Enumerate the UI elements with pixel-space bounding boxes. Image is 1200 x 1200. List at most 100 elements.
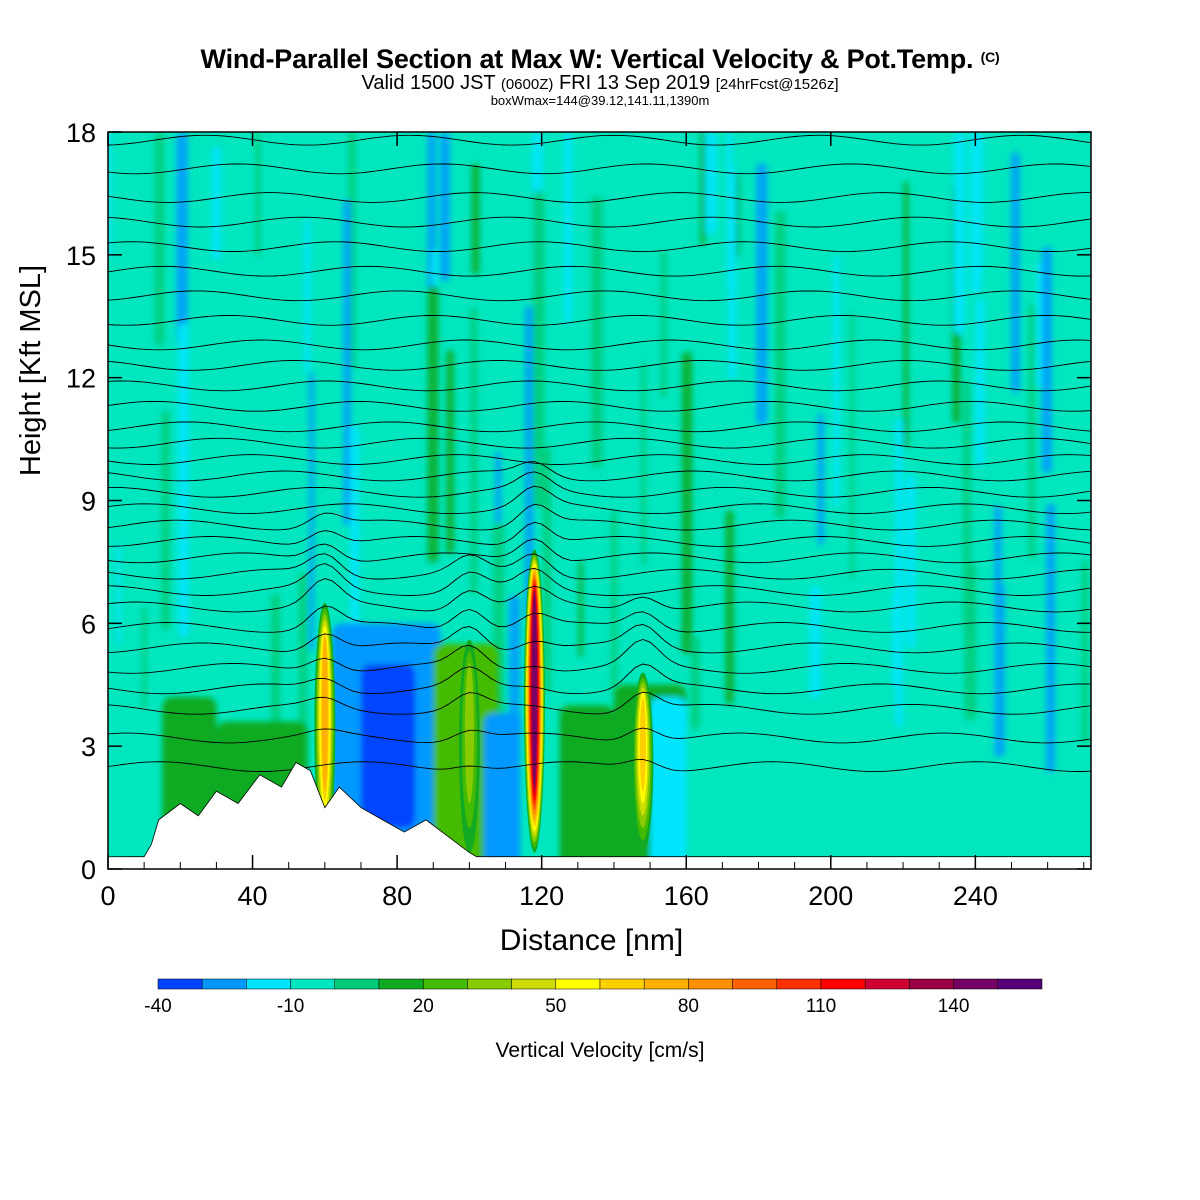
motion-streak	[1036, 261, 1042, 386]
y-tick-label: 9	[81, 487, 96, 517]
theta-isoline	[108, 461, 1091, 482]
updraft-contour	[464, 662, 474, 804]
theta-isoline	[108, 563, 1091, 596]
axes: 0 40 80 120 160 200 240 0 3 6 9 12 15 18 Distance [nm]…	[15, 118, 1091, 957]
theta-isoline	[108, 485, 1091, 515]
updraft-core	[314, 602, 336, 853]
theta-isoline	[108, 360, 1091, 371]
y-tick-label: 0	[81, 855, 96, 885]
theta-isoline	[108, 421, 1091, 433]
copyright-mark: (C)	[980, 49, 1000, 65]
motion-streak	[906, 474, 916, 649]
motion-streak	[641, 361, 647, 566]
motion-streak	[1011, 152, 1020, 393]
colorbar-swatch	[776, 978, 822, 990]
motion-streak	[700, 132, 706, 245]
theta-isoline	[108, 241, 1091, 253]
motion-streak	[271, 593, 281, 743]
colorbar-swatch	[467, 978, 512, 990]
motion-streak	[892, 591, 902, 689]
colorbar-swatch	[246, 978, 291, 990]
theta-isoline	[108, 691, 1091, 715]
colorbar-tick-label: 80	[678, 996, 699, 1017]
motion-streak	[343, 199, 351, 526]
colorbar-swatch	[820, 978, 866, 990]
colorbar-swatch	[290, 978, 336, 990]
colorbar-swatch	[422, 978, 468, 990]
motion-streak	[542, 447, 552, 692]
colorbar-label: Vertical Velocity [cm/s]	[496, 1039, 705, 1062]
motion-streak	[427, 285, 439, 563]
motion-streak	[705, 132, 717, 234]
chart-subtitle-line3: boxWmax=144@39.12,141.11,1390m	[490, 93, 710, 108]
theta-isoline	[108, 380, 1091, 392]
colorbar-swatch	[997, 978, 1043, 990]
x-tick-label: 240	[953, 881, 998, 911]
colorbar-swatch	[157, 978, 203, 990]
motion-streak	[154, 132, 165, 347]
theta-isoline	[108, 521, 1091, 547]
colorbar-swatch	[732, 978, 778, 990]
motion-streak	[350, 425, 360, 660]
colorbar: -40 -10 20 50 80 110 140 Vertical Velocity [cm/…	[144, 978, 1043, 1062]
theta-isoline	[108, 605, 1091, 633]
low-level-patch	[559, 705, 614, 869]
motion-streak	[725, 510, 734, 705]
subtitle-utc: (0600Z)	[500, 76, 554, 93]
theta-isoline	[108, 471, 1091, 498]
theta-isoline	[108, 134, 1091, 146]
theta-isoline	[108, 192, 1091, 203]
colorbar-swatch	[334, 978, 380, 990]
motion-streak	[975, 298, 985, 467]
theta-isoline	[108, 265, 1091, 277]
theta-isoline	[108, 290, 1091, 302]
motion-streak	[953, 132, 966, 334]
updraft-core	[458, 639, 480, 853]
colorbar-tick-label: 50	[545, 996, 566, 1017]
theta-isoline	[108, 553, 1091, 580]
motion-streak	[532, 190, 545, 508]
y-tick-label: 6	[81, 609, 96, 639]
updraft-core	[523, 549, 545, 853]
colorbar-swatch	[688, 978, 733, 990]
x-tick-label: 40	[238, 881, 268, 911]
motion-streak	[304, 219, 311, 373]
colorbar-swatch	[378, 978, 424, 990]
colorbar-tick-label: -10	[277, 996, 304, 1017]
updraft-contour	[532, 594, 537, 785]
motion-streak	[994, 505, 1002, 757]
colorbar-swatch	[511, 978, 557, 990]
motion-streak	[176, 132, 188, 345]
updraft-core	[632, 672, 654, 853]
chart-title-text: Wind-Parallel Section at Max W: Vertical…	[200, 44, 974, 74]
theta-isoline	[108, 503, 1091, 531]
low-level-patch	[360, 664, 416, 829]
x-axis-label: Distance [nm]	[500, 924, 683, 957]
colorbar-swatch	[643, 978, 689, 990]
motion-streak	[298, 572, 308, 771]
motion-streak	[563, 132, 573, 324]
motion-streak	[1028, 303, 1035, 560]
motion-streak	[903, 181, 909, 449]
x-tick-label: 0	[100, 881, 115, 911]
theta-isoline	[108, 578, 1091, 613]
motion-streak	[690, 636, 700, 730]
colorbar-tick-label: 20	[413, 996, 434, 1017]
y-tick-label: 3	[81, 732, 96, 762]
plot-area	[108, 132, 1091, 869]
theta-isoline	[108, 759, 1091, 773]
chart-title: Wind-Parallel Section at Max W: Vertical…	[0, 44, 1200, 75]
subtitle-date: FRI 13 Sep 2019	[558, 72, 711, 94]
x-tick-label: 120	[519, 881, 564, 911]
theta-isoline	[108, 400, 1091, 412]
theta-isoline	[108, 437, 1091, 449]
theta-isoline	[108, 454, 1091, 465]
updraft-contour	[321, 637, 328, 790]
motion-streak	[1046, 503, 1055, 773]
theta-isoline	[108, 216, 1091, 228]
motion-streak	[833, 255, 840, 507]
motion-streak	[681, 351, 693, 655]
low-level-patch	[483, 713, 520, 869]
motion-streak	[309, 372, 314, 651]
